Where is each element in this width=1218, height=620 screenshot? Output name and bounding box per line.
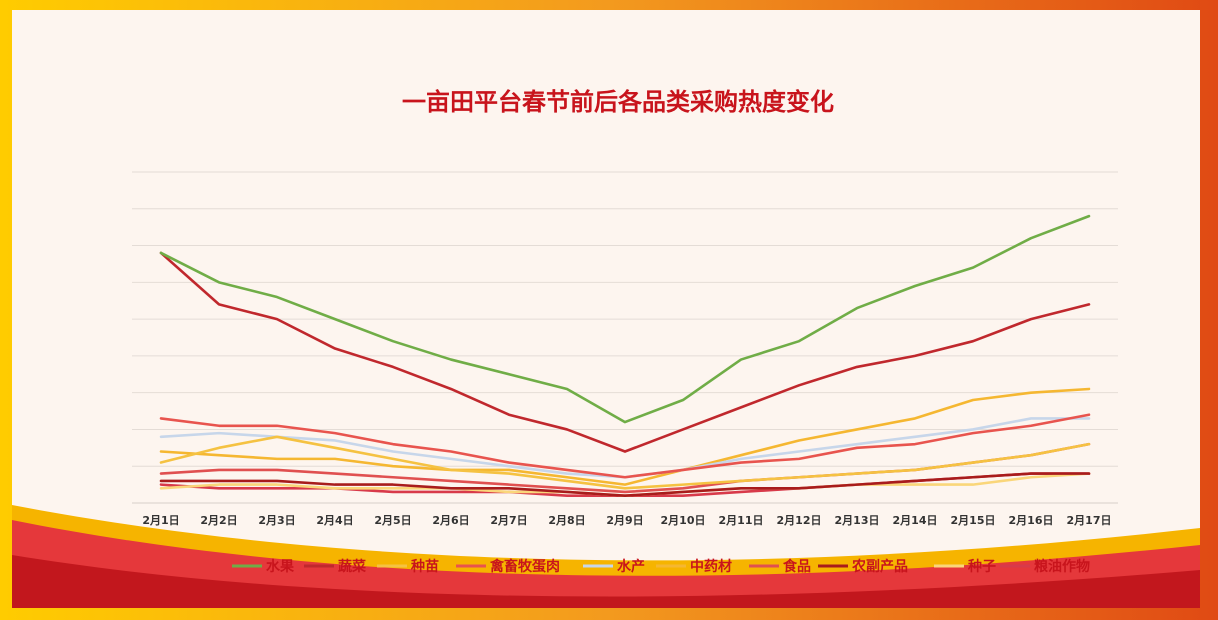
grid-lines <box>132 171 1118 504</box>
legend-label: 水产 <box>617 558 645 575</box>
x-tick-label: 2月16日 <box>1009 514 1054 527</box>
legend-label: 水果 <box>266 558 295 575</box>
legend-label: 食品 <box>783 558 811 575</box>
x-tick-label: 2月6日 <box>432 514 469 527</box>
legend-label: 禽畜牧蛋肉 <box>489 558 560 575</box>
x-tick-label: 2月15日 <box>951 514 996 527</box>
x-tick-label: 2月10日 <box>661 514 706 527</box>
legend: 水果 蔬菜 种苗 禽畜牧蛋肉 水产 中药材 食品 农副产品 种子 粮油作物 <box>232 558 1090 575</box>
legend-label: 中药材 <box>690 558 732 575</box>
series-line-3 <box>159 413 1091 479</box>
x-tick-label: 2月1日 <box>142 514 179 527</box>
legend-label: 蔬菜 <box>338 558 367 575</box>
x-tick-label: 2月4日 <box>316 514 353 527</box>
legend-label: 种苗 <box>410 558 439 575</box>
x-axis-ticks: 2月1日 2月2日 2月3日 2月4日 2月5日 2月6日 2月7日 2月8日 2月9日 2月10… <box>142 514 1111 527</box>
series-line-2 <box>159 435 1091 490</box>
slide-panel <box>12 10 1200 608</box>
x-tick-label: 2月11日 <box>719 514 764 527</box>
x-tick-label: 2月12日 <box>777 514 822 527</box>
bottom-wave-red <box>12 520 1200 608</box>
x-tick-label: 2月2日 <box>200 514 237 527</box>
legend-label: 种子 <box>967 558 996 575</box>
series-line-1 <box>159 251 1091 453</box>
x-tick-label: 2月7日 <box>490 514 527 527</box>
x-tick-label: 2月9日 <box>606 514 643 527</box>
bottom-wave-dark <box>12 555 1200 608</box>
legend-label: 农副产品 <box>851 558 908 575</box>
x-tick-label: 2月14日 <box>893 514 938 527</box>
chart-title: 一亩田平台春节前后各品类采购热度变化 <box>402 88 834 116</box>
legend-label: 粮油作物 <box>1034 558 1090 575</box>
x-tick-label: 2月3日 <box>258 514 295 527</box>
x-tick-label: 2月8日 <box>548 514 585 527</box>
x-tick-label: 2月17日 <box>1067 514 1112 527</box>
x-tick-label: 2月5日 <box>374 514 411 527</box>
series-line-0 <box>159 214 1091 424</box>
series-lines <box>159 214 1091 497</box>
x-tick-label: 2月13日 <box>835 514 880 527</box>
series-line-5 <box>159 387 1091 486</box>
series-line-7 <box>159 472 1091 497</box>
